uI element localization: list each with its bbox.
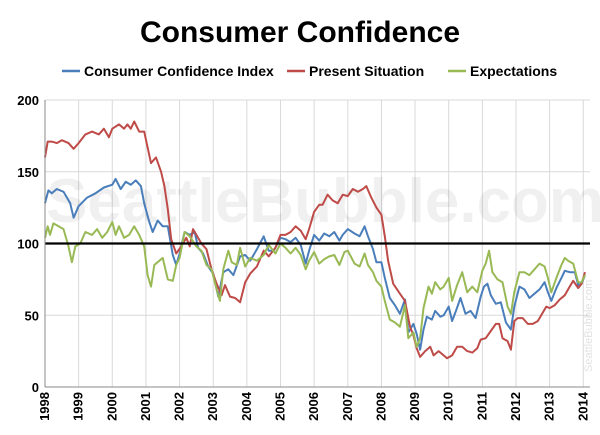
series-lines (44, 120, 586, 360)
legend-item-1: Present Situation (287, 63, 424, 79)
x-tick-label: 2003 (205, 392, 220, 421)
y-tick-label: 50 (25, 308, 39, 323)
x-tick-label: 2012 (508, 392, 523, 421)
watermark: SeattleBubble.com (46, 167, 600, 236)
legend-label-1: Present Situation (309, 63, 424, 79)
x-tick-label: 2010 (441, 392, 456, 421)
x-tick-label: 1998 (37, 392, 52, 421)
legend-item-0: Consumer Confidence Index (62, 63, 274, 79)
series-line-2 (44, 221, 586, 348)
x-tick-label: 2009 (407, 392, 422, 421)
x-tick-label: 1999 (71, 392, 86, 421)
x-tick-labels: 1998 1999 2000 2001 2002 2003 2004 2005 2006 2007… (37, 391, 590, 421)
vertical-watermark: SeattleBubble.com (583, 280, 595, 372)
x-tick-label: 2004 (239, 391, 254, 421)
x-tick-label: 2005 (273, 392, 288, 421)
legend-label-2: Expectations (470, 63, 557, 79)
legend-item-2: Expectations (448, 63, 557, 79)
axes (44, 100, 590, 388)
x-tick-label: 2014 (575, 391, 590, 421)
y-tick-label: 0 (32, 380, 39, 395)
x-tick-label: 2002 (172, 392, 187, 421)
x-tick-label: 2006 (306, 392, 321, 421)
x-tick-label: 2013 (542, 392, 557, 421)
chart-title: Consumer Confidence (140, 16, 460, 49)
x-tick-label: 2007 (340, 392, 355, 421)
x-tick-label: 2008 (373, 392, 388, 421)
y-tick-label: 200 (17, 93, 39, 108)
x-tick-label: 2011 (474, 392, 489, 420)
y-tick-label: 150 (17, 165, 39, 180)
legend: Consumer Confidence Index Present Situati… (62, 63, 557, 79)
x-tick-label: 2000 (104, 392, 119, 421)
series-line-1 (44, 120, 586, 360)
y-tick-labels: 0 50 100 150 200 (17, 93, 39, 395)
series-line-0 (44, 177, 586, 351)
legend-label-0: Consumer Confidence Index (84, 63, 274, 79)
y-tick-label: 100 (17, 237, 39, 252)
x-tick-label: 2001 (138, 392, 153, 421)
